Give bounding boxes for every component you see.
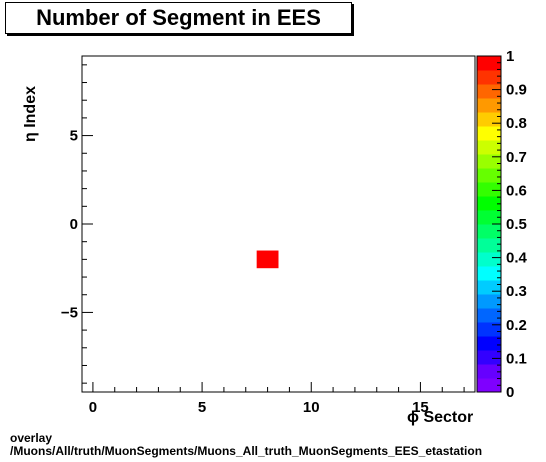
color-scale-swatch bbox=[477, 98, 501, 113]
color-scale-label: 0.4 bbox=[506, 250, 528, 267]
color-scale-swatch bbox=[477, 308, 501, 323]
color-scale-swatch bbox=[477, 294, 501, 309]
footer-line-1: overlay bbox=[10, 431, 53, 445]
color-scale-label: 0.2 bbox=[506, 317, 527, 334]
color-scale-swatch bbox=[477, 126, 501, 141]
color-scale-swatch bbox=[477, 322, 501, 337]
color-scale-swatch bbox=[477, 140, 501, 155]
y-tick-label: −5 bbox=[61, 304, 78, 321]
color-scale-swatch bbox=[477, 56, 501, 71]
color-scale-label: 0 bbox=[506, 384, 514, 401]
y-tick-label: 0 bbox=[70, 216, 78, 233]
color-scale-swatch bbox=[477, 182, 501, 197]
color-scale-label: 0.5 bbox=[506, 216, 527, 233]
color-scale-swatch bbox=[477, 336, 501, 351]
color-scale-label: 1 bbox=[506, 48, 514, 65]
color-scale-swatch bbox=[477, 112, 501, 127]
y-axis-label: η Index bbox=[22, 86, 39, 143]
y-tick-label: 5 bbox=[70, 128, 78, 145]
heatmap-cell bbox=[256, 250, 279, 269]
color-scale-swatch bbox=[477, 84, 501, 99]
color-scale-label: 0.1 bbox=[506, 350, 527, 367]
color-scale-swatch bbox=[477, 70, 501, 85]
plot-frame bbox=[81, 55, 476, 393]
color-scale-swatch bbox=[477, 238, 501, 253]
color-scale-label: 0.3 bbox=[506, 283, 527, 300]
color-scale-swatch bbox=[477, 196, 501, 211]
color-scale-swatch bbox=[477, 378, 501, 393]
color-scale-swatch bbox=[477, 266, 501, 281]
color-scale-swatch bbox=[477, 210, 501, 225]
color-scale-swatch bbox=[477, 154, 501, 169]
footer-line-2: /Muons/All/truth/MuonSegments/Muons_All_… bbox=[10, 444, 483, 458]
color-scale-swatch bbox=[477, 364, 501, 379]
x-tick-label: 15 bbox=[412, 399, 429, 416]
chart-title: Number of Segment in EES bbox=[5, 2, 352, 34]
color-scale-label: 0.9 bbox=[506, 82, 527, 99]
color-scale-swatch bbox=[477, 168, 501, 183]
color-scale-swatch bbox=[477, 280, 501, 295]
color-scale-swatch bbox=[477, 252, 501, 267]
color-scale-swatch bbox=[477, 350, 501, 365]
x-axis-label: ϕ Sector bbox=[407, 409, 474, 426]
x-tick-label: 10 bbox=[303, 399, 320, 416]
color-scale-label: 0.6 bbox=[506, 182, 527, 199]
x-tick-label: 0 bbox=[89, 399, 97, 416]
color-scale-label: 0.8 bbox=[506, 115, 527, 132]
color-scale-swatch bbox=[477, 224, 501, 239]
footer-caption: overlay /Muons/All/truth/MuonSegments/Mu… bbox=[10, 432, 482, 458]
x-tick-label: 5 bbox=[198, 399, 206, 416]
color-scale-label: 0.7 bbox=[506, 149, 527, 166]
